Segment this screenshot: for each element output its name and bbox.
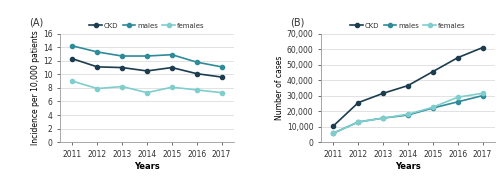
females [70,80,75,82]
CKD [119,66,125,69]
males [169,53,175,56]
CKD [218,76,224,78]
males [94,51,100,53]
males [194,61,200,63]
females [480,92,486,94]
Y-axis label: Incidence per 10,000 patients: Incidence per 10,000 patients [31,30,40,145]
females [330,132,336,134]
males [405,114,411,116]
males [380,117,386,119]
Line: CKD: CKD [70,57,224,79]
males [70,45,75,47]
Legend: CKD, males, females: CKD, males, females [348,20,469,31]
males [218,66,224,68]
Legend: CKD, males, females: CKD, males, females [86,20,208,31]
CKD [454,56,460,59]
Text: (A): (A) [28,17,43,27]
females [94,88,100,90]
females [356,121,362,123]
CKD [94,66,100,68]
females [169,86,175,88]
females [405,113,411,115]
Text: (B): (B) [290,17,304,27]
females [119,85,125,88]
females [430,106,436,108]
Line: CKD: CKD [332,45,484,128]
CKD [330,125,336,127]
males [430,107,436,109]
females [454,96,460,98]
Y-axis label: Number of cases: Number of cases [275,56,284,120]
Line: males: males [70,44,224,69]
CKD [405,85,411,87]
Line: males: males [332,94,484,135]
Line: females: females [70,79,224,95]
males [480,94,486,97]
Line: females: females [332,91,484,135]
females [144,91,150,94]
CKD [356,102,362,104]
males [330,132,336,134]
males [454,101,460,103]
X-axis label: Years: Years [395,162,421,171]
males [356,121,362,123]
CKD [169,66,175,69]
CKD [380,92,386,94]
CKD [480,47,486,49]
CKD [194,73,200,75]
females [218,91,224,94]
males [119,55,125,57]
males [144,55,150,57]
females [194,89,200,91]
CKD [70,58,75,60]
X-axis label: Years: Years [134,162,160,171]
CKD [144,70,150,72]
CKD [430,70,436,73]
females [380,117,386,119]
